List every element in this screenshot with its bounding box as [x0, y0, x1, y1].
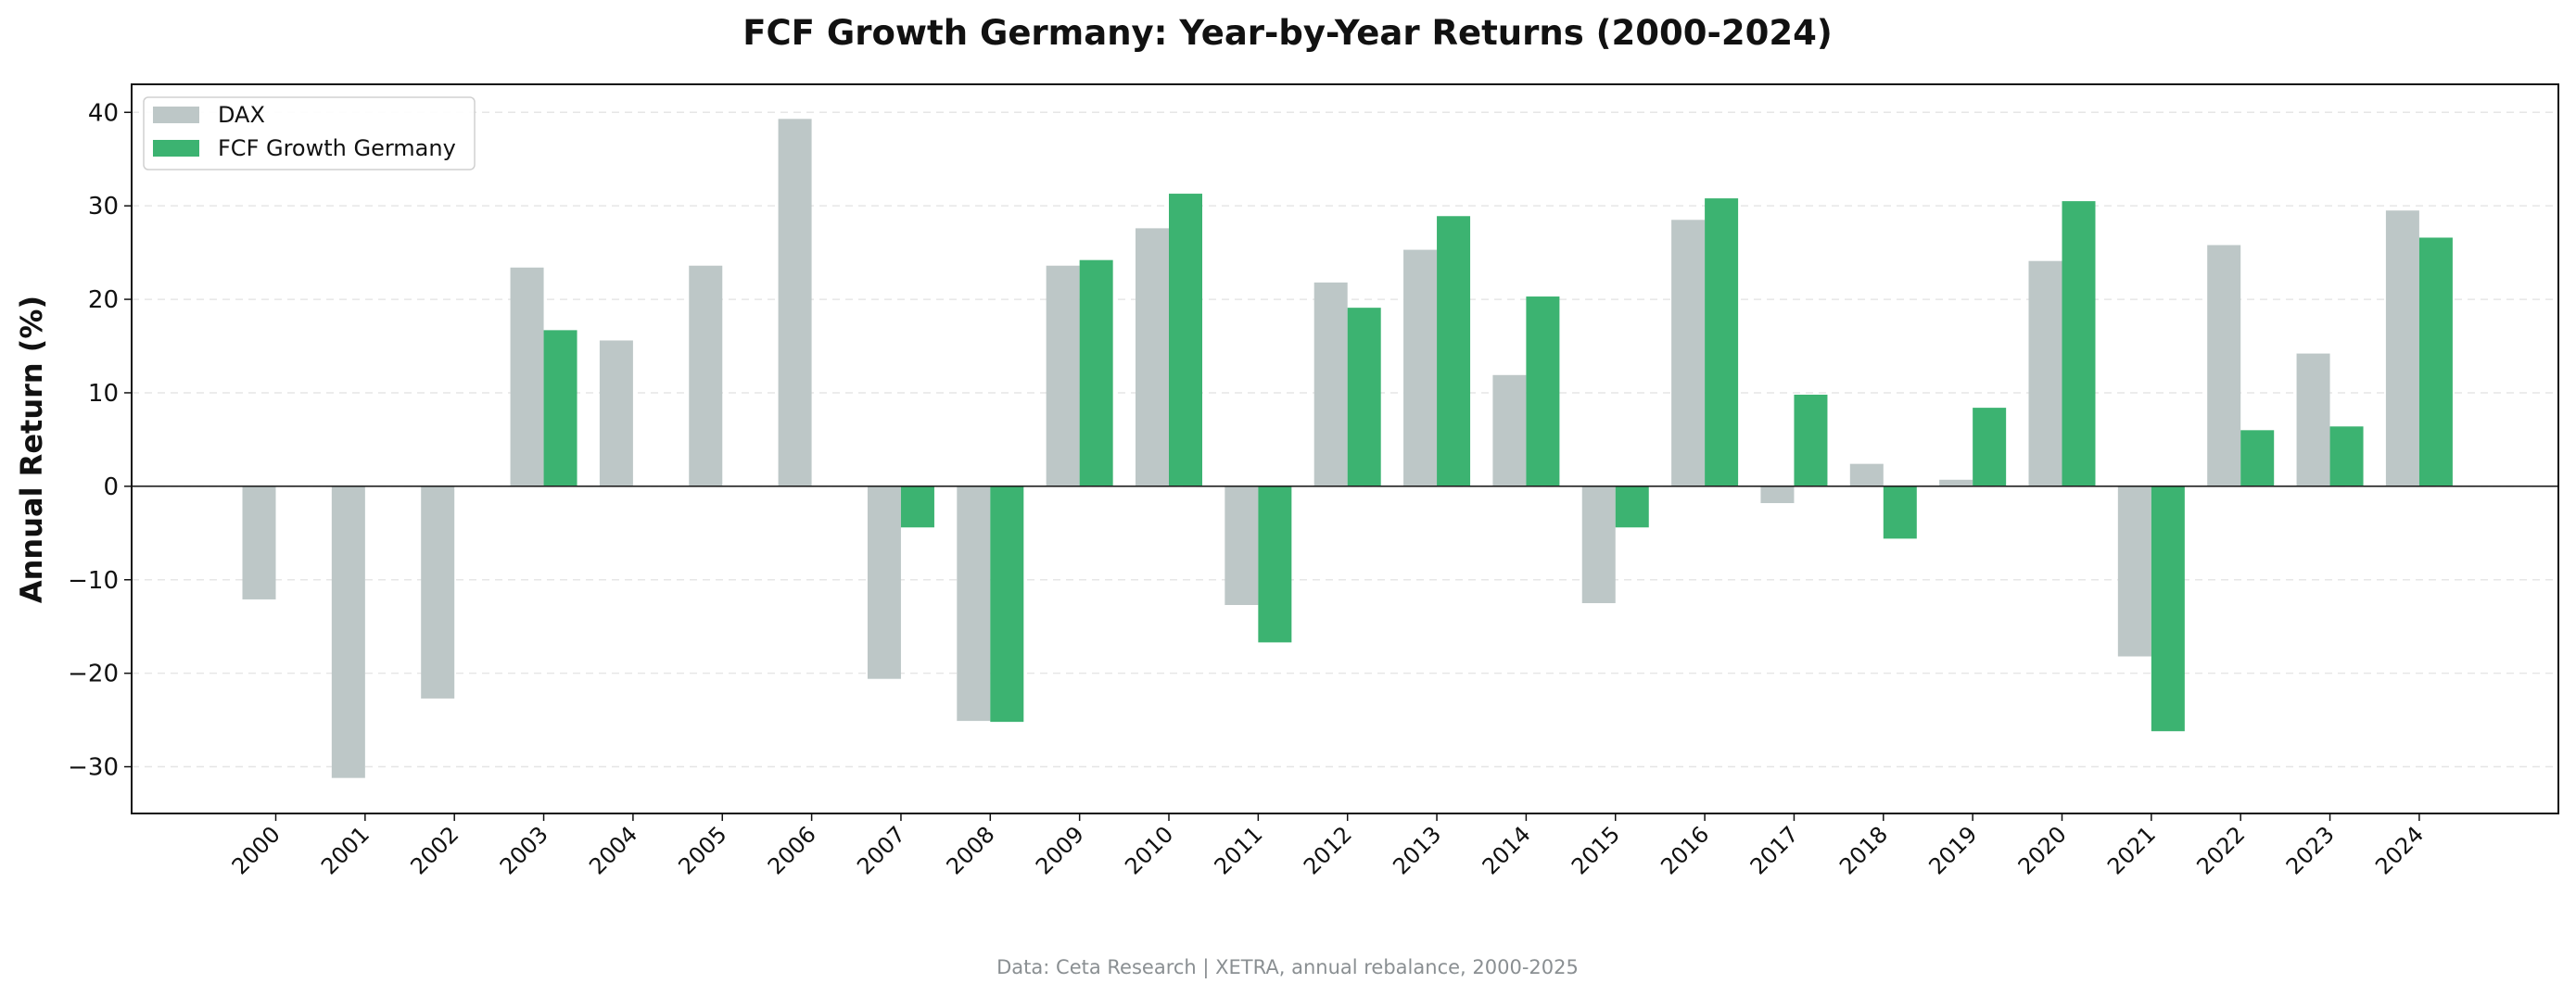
- x-tick-label: 2001: [316, 821, 374, 879]
- bars: [242, 119, 2453, 778]
- bar-dax-2019: [1939, 479, 1973, 486]
- legend-box: [143, 96, 476, 170]
- plot-frame: [131, 83, 2559, 814]
- bar-dax-2000: [242, 485, 276, 599]
- x-tick-label: 2024: [2370, 821, 2429, 879]
- source-note: Data: Ceta Research | XETRA, annual reba…: [996, 956, 1579, 979]
- bar-dax-2022: [2207, 245, 2241, 486]
- y-axis-label: Annual Return (%): [14, 296, 49, 603]
- y-tick-label: −20: [68, 661, 119, 688]
- bar-fcf-growth-germany-2022: [2240, 430, 2275, 486]
- bar-fcf-growth-germany-2013: [1437, 216, 1471, 486]
- bar-dax-2007: [867, 485, 901, 679]
- x-tick-label: 2002: [405, 821, 463, 879]
- legend-label-dax: DAX: [218, 102, 265, 128]
- x-tick-label: 2006: [763, 821, 821, 879]
- y-tick-label: 10: [88, 380, 119, 408]
- bar-dax-2013: [1403, 249, 1438, 486]
- x-tick-label: 2009: [1031, 821, 1089, 879]
- x-tick-label: 2007: [852, 821, 910, 879]
- chart-title: FCF Growth Germany: Year-by-Year Returns…: [742, 13, 1833, 53]
- bar-dax-2017: [1760, 485, 1795, 504]
- bar-fcf-growth-germany-2009: [1079, 259, 1113, 486]
- bar-dax-2006: [778, 119, 812, 486]
- bar-fcf-growth-germany-2016: [1705, 198, 1739, 486]
- y-tick-label: −30: [68, 754, 119, 782]
- bar-dax-2003: [510, 267, 544, 486]
- bar-dax-2010: [1136, 228, 1169, 486]
- bar-dax-2004: [599, 340, 633, 486]
- x-tick-label: 2004: [584, 821, 642, 879]
- bar-dax-2009: [1046, 265, 1080, 486]
- legend-swatch-fcf-growth-germany: [153, 140, 199, 157]
- bar-dax-2018: [1849, 463, 1884, 486]
- x-tick-label: 2019: [1923, 821, 1982, 879]
- x-tick-label: 2013: [1388, 821, 1446, 879]
- y-tick-label: 40: [88, 99, 119, 127]
- y-tick-label: 30: [88, 193, 119, 221]
- bar-fcf-growth-germany-2024: [2418, 237, 2453, 486]
- bar-fcf-growth-germany-2015: [1615, 485, 1649, 528]
- bar-dax-2011: [1225, 485, 1259, 605]
- x-tick-label: 2010: [1120, 821, 1178, 879]
- bar-dax-2021: [2117, 485, 2151, 657]
- y-tick-label: −10: [68, 567, 119, 595]
- bar-dax-2008: [957, 485, 991, 722]
- bar-dax-2015: [1581, 485, 1616, 603]
- bar-fcf-growth-germany-2010: [1169, 194, 1202, 486]
- x-tick-label: 2020: [2013, 821, 2072, 879]
- bar-fcf-growth-germany-2020: [2062, 201, 2096, 486]
- x-tick-label: 2018: [1834, 821, 1893, 879]
- x-tick-label: 2012: [1299, 821, 1357, 879]
- x-tick-label: 2000: [227, 821, 286, 879]
- bar-dax-2023: [2296, 353, 2330, 486]
- x-tick-label: 2021: [2102, 821, 2161, 879]
- bar-fcf-growth-germany-2023: [2329, 426, 2364, 486]
- y-axis: −30 −20 −10 0 10 20 30 40: [68, 99, 132, 782]
- x-tick-label: 2008: [942, 821, 1000, 879]
- bar-fcf-growth-germany-2018: [1883, 485, 1917, 539]
- bar-fcf-growth-germany-2017: [1794, 394, 1828, 486]
- legend: DAX FCF Growth Germany: [143, 96, 476, 170]
- x-tick-label: 2022: [2191, 821, 2250, 879]
- bar-dax-2012: [1313, 282, 1348, 486]
- bar-dax-2005: [689, 265, 723, 486]
- x-tick-label: 2016: [1656, 821, 1714, 879]
- bar-dax-2016: [1671, 220, 1706, 486]
- bar-fcf-growth-germany-2003: [543, 330, 577, 486]
- y-tick-label: 0: [103, 473, 119, 501]
- bar-fcf-growth-germany-2019: [1973, 408, 2007, 486]
- legend-label-fcf-growth-germany: FCF Growth Germany: [218, 135, 456, 161]
- bar-fcf-growth-germany-2008: [990, 485, 1024, 723]
- bar-fcf-growth-germany-2007: [900, 485, 934, 528]
- bar-dax-2020: [2028, 260, 2062, 486]
- x-tick-label: 2014: [1478, 821, 1536, 879]
- bar-dax-2002: [421, 485, 455, 699]
- bar-dax-2001: [331, 485, 365, 778]
- y-tick-label: 20: [88, 286, 119, 314]
- x-tick-label: 2005: [674, 821, 732, 879]
- x-axis: 2000 2001 2002 2003 2004 2005 2006 2007 2008 2009…: [227, 813, 2429, 879]
- legend-swatch-dax: [153, 107, 199, 123]
- bar-fcf-growth-germany-2021: [2151, 485, 2185, 732]
- x-tick-label: 2017: [1745, 821, 1804, 879]
- bar-fcf-growth-germany-2014: [1526, 296, 1560, 486]
- bar-fcf-growth-germany-2011: [1258, 485, 1292, 643]
- x-tick-label: 2011: [1210, 821, 1268, 879]
- x-tick-label: 2023: [2281, 821, 2340, 879]
- x-tick-label: 2003: [495, 821, 553, 879]
- bar-fcf-growth-germany-2012: [1347, 308, 1381, 486]
- bar-dax-2014: [1492, 374, 1527, 486]
- x-tick-label: 2015: [1567, 821, 1625, 879]
- bar-dax-2024: [2385, 210, 2419, 486]
